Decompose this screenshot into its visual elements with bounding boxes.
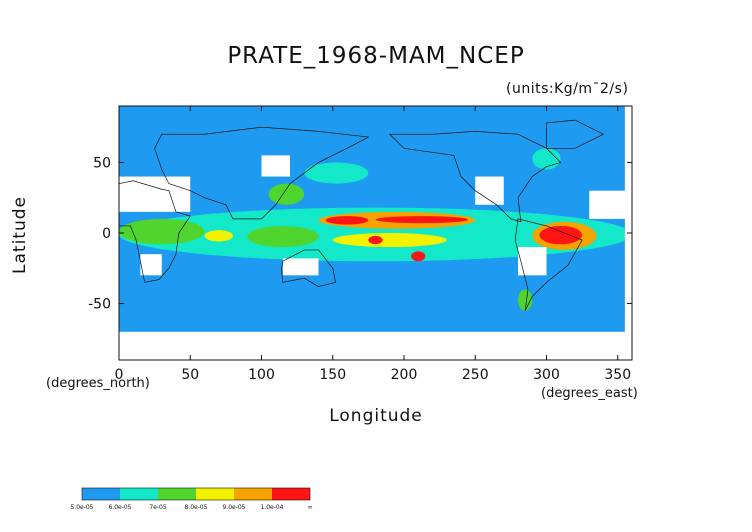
- coastline: [281, 249, 337, 287]
- x-axis: 0 50 100 150 200 250 300 350: [115, 106, 631, 383]
- colorbar-label: 7e-05: [149, 504, 166, 511]
- missing-data-region: [119, 331, 632, 360]
- coastline: [546, 119, 605, 149]
- colorbar-label: 8.0e-05: [184, 504, 207, 511]
- x-tick-label: 250: [462, 367, 489, 383]
- x-tick-label: 300: [533, 367, 560, 383]
- precip-region: [368, 235, 383, 245]
- colorbar-swatch: [234, 488, 272, 500]
- missing-data-region: [282, 258, 319, 276]
- precip-region: [247, 225, 319, 248]
- missing-data-region: [140, 254, 162, 276]
- x-tick-label: 150: [319, 367, 346, 383]
- precip-region: [375, 216, 469, 224]
- y-tick-label: -50: [88, 297, 111, 313]
- precip-region: [518, 289, 533, 311]
- coastline: [388, 131, 562, 223]
- precip-region: [119, 218, 205, 245]
- precip-region: [204, 230, 233, 242]
- x-units-label: (degrees_east): [541, 386, 638, 401]
- colorbar-label: 5.0e-05: [70, 504, 93, 511]
- colorbar-frame: [81, 487, 311, 501]
- chart-title: PRATE_1968-MAM_NCEP: [227, 43, 525, 69]
- colorbar-label: 6.0e-05: [108, 504, 131, 511]
- precip-region: [411, 251, 426, 262]
- y-axis: -50 0 50: [88, 155, 632, 313]
- y-tick-label: 0: [102, 226, 111, 242]
- y-tick-label: 50: [93, 155, 111, 171]
- y-units-label: (degrees_north): [46, 376, 150, 391]
- coastline: [119, 180, 191, 283]
- coastline: [514, 218, 583, 311]
- missing-data-region: [518, 247, 547, 276]
- coastline: [154, 126, 370, 220]
- colorbar: 5.0e-05 6.0e-05 7e-05 8.0e-05 9.0e-05 1.0e-04…: [70, 487, 313, 511]
- coastline-layer: [119, 119, 605, 311]
- precip-region: [325, 216, 369, 225]
- x-tick-label: 50: [181, 367, 199, 383]
- precip-region: [304, 162, 369, 184]
- colorbar-label: 1.0e-04: [260, 504, 283, 511]
- x-axis-label: Longitude: [329, 406, 423, 426]
- colorbar-swatch: [196, 488, 234, 500]
- units-label: (units:Kg/m¯2/s): [506, 81, 629, 97]
- colorbar-label: 9.0e-05: [222, 504, 245, 511]
- plot-area: [119, 106, 632, 360]
- precip-region: [332, 233, 447, 248]
- colorbar-swatch: [158, 488, 196, 500]
- precip-region: [268, 183, 305, 205]
- precip-region: [539, 225, 583, 245]
- x-tick-label: 200: [391, 367, 418, 383]
- missing-data-region: [261, 155, 290, 177]
- x-tick-label: 350: [604, 367, 631, 383]
- missing-data-region: [119, 176, 191, 212]
- x-tick-label: 0: [115, 367, 124, 383]
- x-tick-label: 100: [248, 367, 275, 383]
- missing-data-region: [475, 176, 504, 205]
- colorbar-swatch: [120, 488, 158, 500]
- colorbar-swatch: [82, 488, 120, 500]
- colorbar-label: ∞: [308, 504, 313, 511]
- colorbar-swatch: [272, 488, 310, 500]
